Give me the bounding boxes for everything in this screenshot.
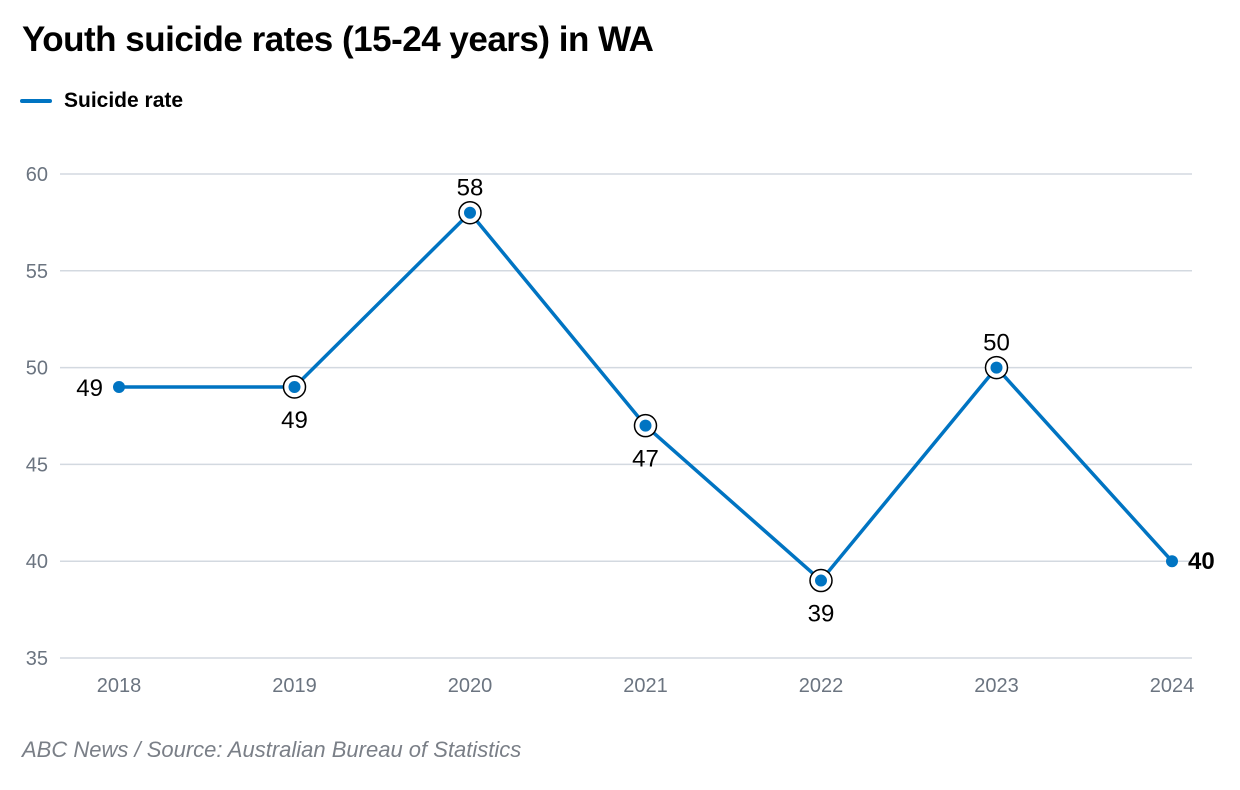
- data-point: [815, 574, 827, 587]
- data-point: [639, 419, 652, 432]
- data-point: [990, 361, 1003, 374]
- x-tick-label: 2019: [272, 675, 317, 697]
- y-tick-label: 35: [26, 648, 48, 670]
- data-label: 47: [632, 446, 659, 473]
- y-tick-label: 50: [26, 358, 48, 380]
- y-tick-label: 40: [26, 551, 48, 573]
- x-tick-label: 2020: [448, 675, 493, 697]
- y-tick-label: 60: [26, 164, 48, 186]
- data-label: 39: [808, 601, 835, 628]
- series-line: [119, 210, 1174, 583]
- data-point: [464, 206, 476, 219]
- x-tick-label: 2023: [974, 675, 1019, 697]
- data-point: [113, 380, 125, 393]
- x-tick-label: 2018: [97, 675, 142, 697]
- data-label: 49: [76, 375, 103, 402]
- chart-title: Youth suicide rates (15-24 years) in WA: [22, 20, 654, 59]
- data-point: [288, 380, 301, 393]
- data-label: 50: [983, 330, 1010, 357]
- data-label: 49: [281, 407, 308, 434]
- x-tick-label: 2021: [623, 675, 668, 697]
- data-point: [1166, 555, 1178, 568]
- data-label: 58: [457, 175, 484, 202]
- source-note: ABC News / Source: Australian Bureau of …: [22, 737, 522, 762]
- x-tick-label: 2024: [1150, 675, 1195, 697]
- legend-swatch: [20, 99, 52, 103]
- data-label: 40: [1188, 548, 1215, 575]
- legend-label: Suicide rate: [64, 89, 184, 112]
- x-tick-label: 2022: [799, 675, 844, 697]
- y-tick-label: 45: [26, 454, 48, 476]
- legend: Suicide rate: [20, 89, 183, 113]
- y-tick-label: 55: [26, 261, 48, 283]
